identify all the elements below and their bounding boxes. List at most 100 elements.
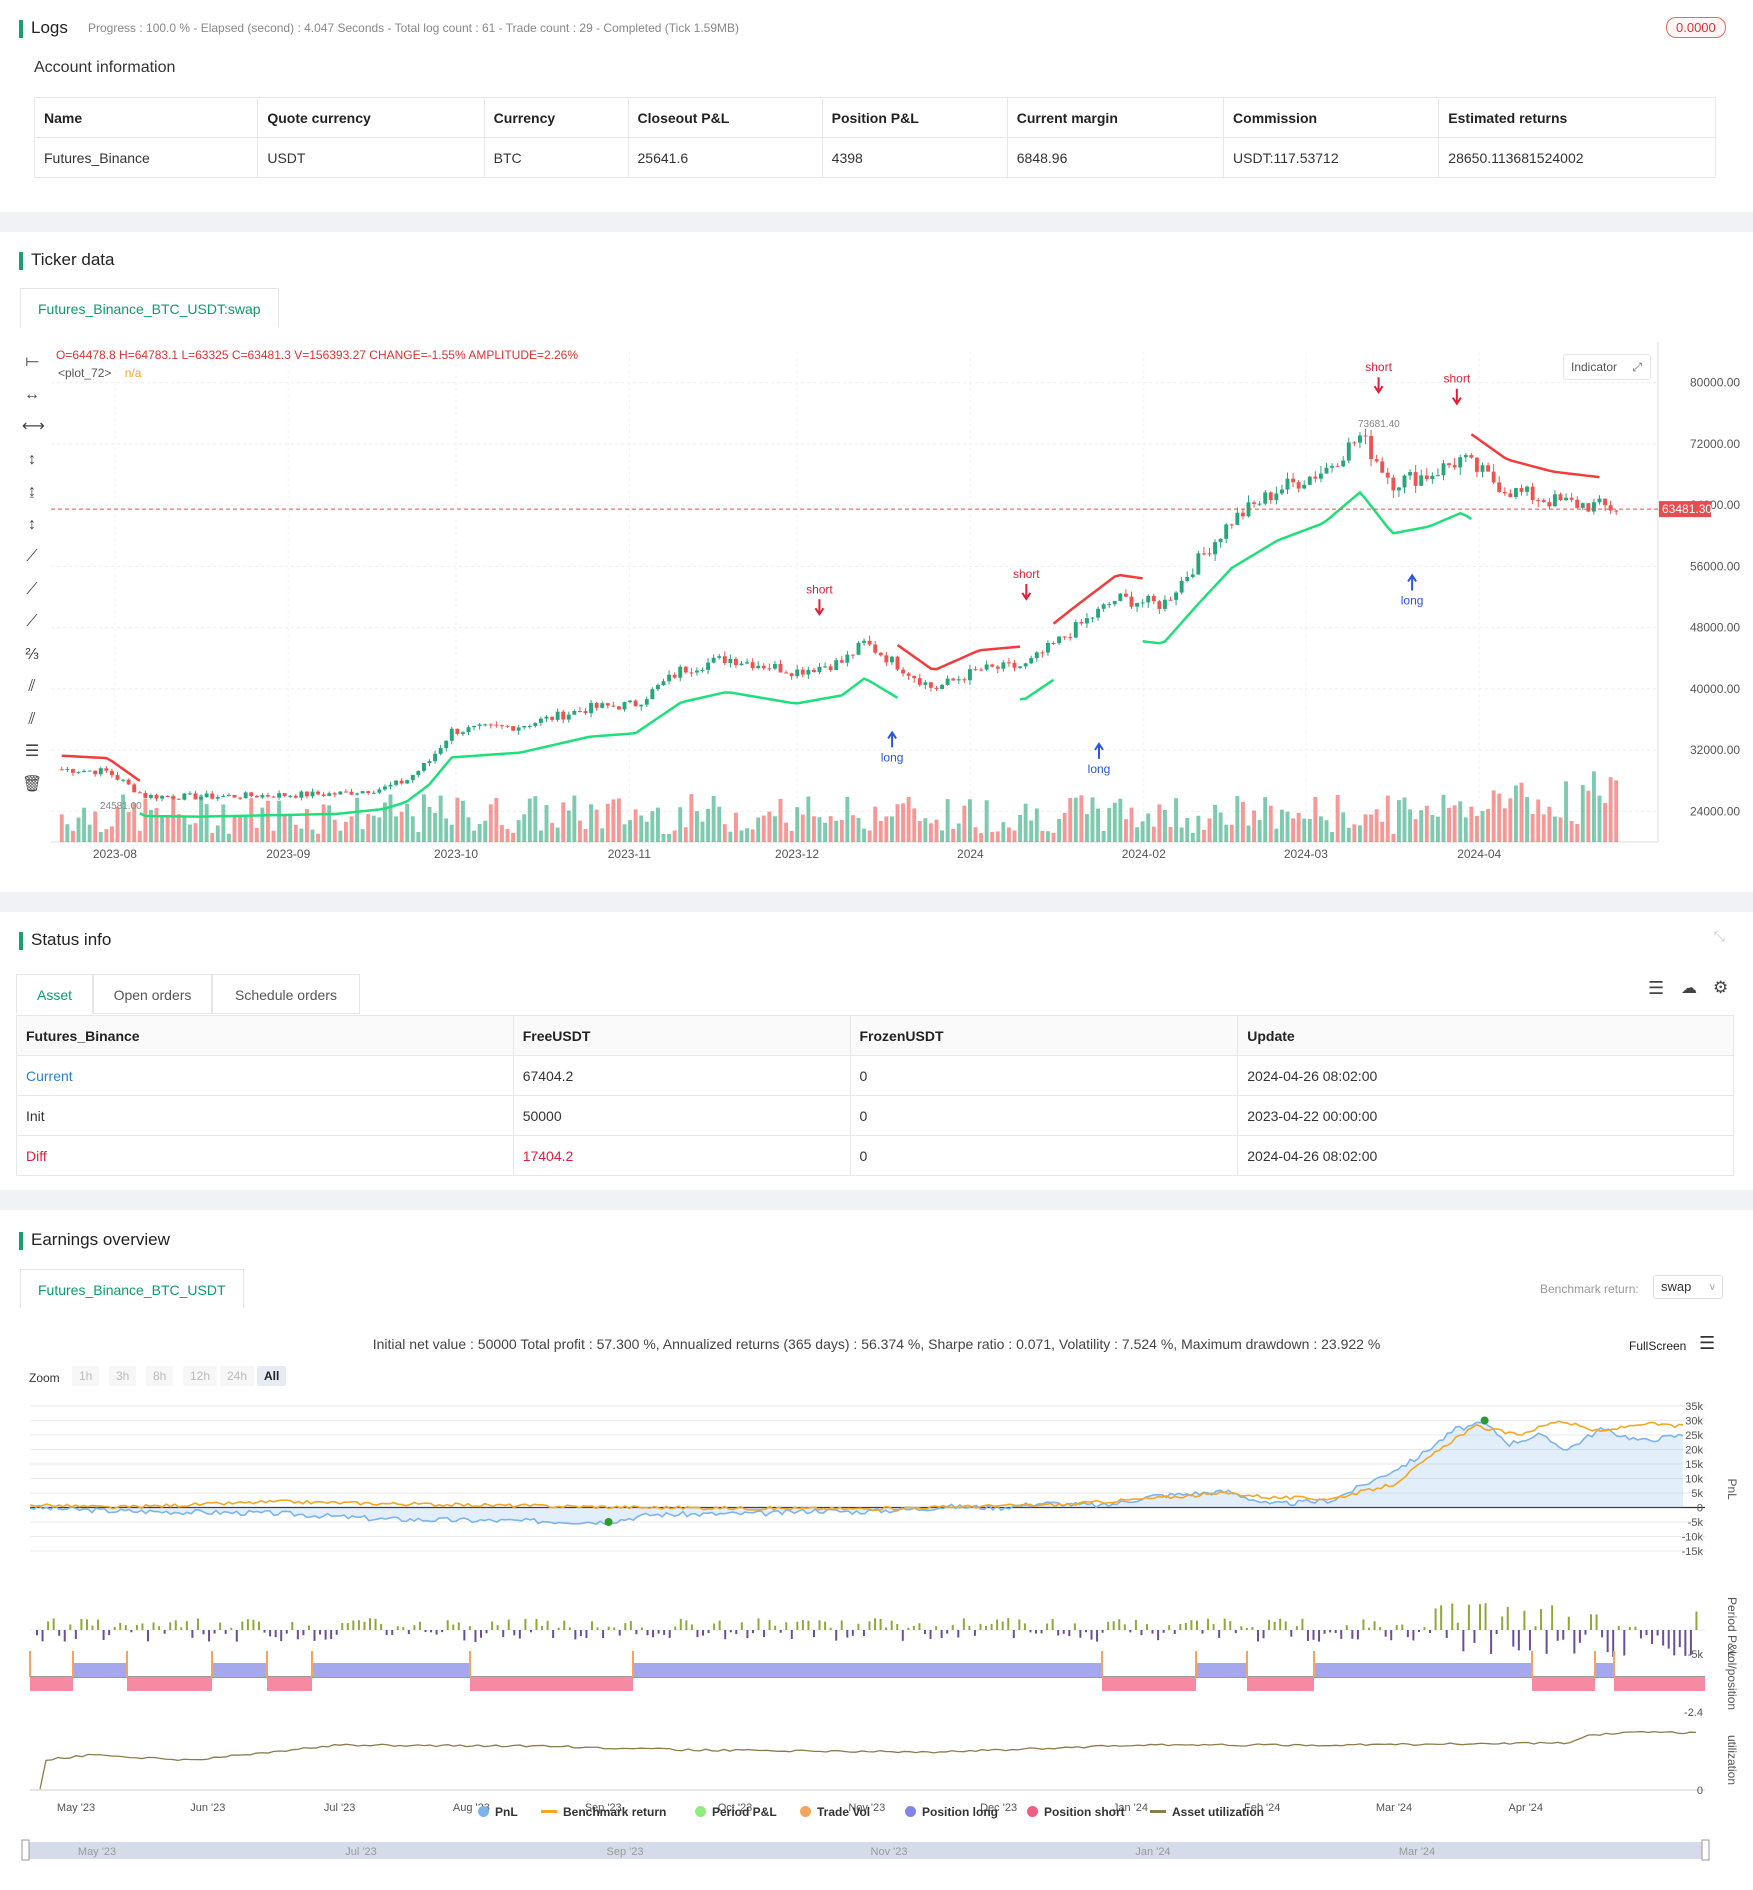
candle-body <box>87 770 92 772</box>
horizontal-segment-icon[interactable]: ⟷ <box>22 418 45 435</box>
period-pnl-bar <box>418 1621 421 1630</box>
fullscreen-button[interactable]: FullScreen <box>1629 1339 1687 1353</box>
collapse-icon[interactable]: ⤡ <box>1713 928 1725 944</box>
volume-bar <box>917 821 922 842</box>
table-cell: Current <box>16 1055 514 1096</box>
legend-item[interactable]: Benchmark return <box>541 1805 666 1819</box>
candle-body <box>1508 493 1513 498</box>
volume-bar <box>1018 814 1023 842</box>
volume-bar <box>137 830 142 842</box>
volume-bar <box>767 811 772 842</box>
volume-bar <box>622 824 627 842</box>
candle-body <box>1391 477 1396 491</box>
period-pnl-bar <box>1601 1630 1604 1638</box>
candle-body <box>1001 662 1006 669</box>
list-icon[interactable]: ☰ <box>1648 978 1665 998</box>
vertical-line-icon[interactable]: ↕ <box>28 450 36 468</box>
extended-line-icon[interactable]: ⟋ <box>26 613 38 630</box>
zoom-button-12h[interactable]: 12h <box>183 1366 218 1386</box>
column-header: Name <box>33 97 259 138</box>
zoom-button-8h[interactable]: 8h <box>146 1366 174 1386</box>
period-pnl-bar <box>1695 1611 1698 1630</box>
volume-bar <box>1558 817 1563 842</box>
legend-label: Trade Vol <box>817 1805 871 1819</box>
volume-bar <box>1469 806 1474 842</box>
volume-bar <box>226 833 231 842</box>
candle-body <box>973 669 978 671</box>
period-pnl-bar <box>973 1630 976 1636</box>
legend-label: Position short <box>1044 1805 1125 1819</box>
earnings-chart[interactable]: 35k 30k 25k 20k 15k 10k 5k 0 -5k -10k -15k PnL -5k Pe… <box>0 1395 1753 1890</box>
cloud-icon[interactable]: ☁ <box>1681 980 1697 997</box>
x-tick-label: 2024-02 <box>1122 847 1166 861</box>
volume-bar <box>566 810 571 842</box>
candle-body <box>126 779 131 785</box>
period-pnl-bar <box>191 1630 194 1638</box>
volume-bar <box>1263 797 1268 842</box>
period-pnl-bar <box>979 1623 982 1630</box>
trend-line-icon[interactable]: ⟋ <box>26 548 38 565</box>
legend-item[interactable]: Asset utilization <box>1150 1805 1264 1819</box>
candle-body <box>1073 622 1078 638</box>
table-row: Diff 17404.2 0 2024-04-26 08:02:00 <box>16 1135 1734 1176</box>
period-pnl-bar <box>196 1618 199 1630</box>
volume-bar <box>594 809 599 842</box>
pitchfork-icon[interactable]: ⫽ <box>28 710 36 728</box>
candle-body <box>1107 604 1112 606</box>
volume-bar <box>516 820 521 842</box>
period-pnl-bar <box>468 1626 471 1630</box>
horizontal-line-icon[interactable]: ↔ <box>24 385 40 403</box>
volume-bar <box>148 809 153 842</box>
gear-icon[interactable]: ⚙ <box>1713 978 1729 997</box>
indicator-button[interactable]: Indicator ⤢ <box>1563 354 1651 380</box>
parallel-channel-icon[interactable]: ⫽ <box>28 678 36 695</box>
volume-bar <box>1480 811 1485 842</box>
expand-icon[interactable]: ⤢ <box>1632 360 1642 374</box>
legend-item[interactable]: Position long <box>905 1805 998 1819</box>
trash-icon[interactable]: 🗑 <box>22 775 43 793</box>
candle-body <box>104 768 109 771</box>
volume-bar <box>1341 812 1346 842</box>
tab-schedule-orders[interactable]: Schedule orders <box>212 974 360 1014</box>
volume-bar <box>171 795 176 842</box>
legend-item[interactable]: Period P&L <box>695 1805 777 1819</box>
tab-open-orders[interactable]: Open orders <box>93 974 212 1014</box>
legend-item[interactable]: Position short <box>1027 1805 1125 1819</box>
table-cell: 6848.96 <box>1006 137 1225 178</box>
vertical-ray-icon[interactable]: ↨ <box>28 483 36 500</box>
candle-body <box>884 655 889 663</box>
earnings-tab[interactable]: Futures_Binance_BTC_USDT <box>20 1269 244 1309</box>
signal-label: short <box>1365 360 1392 374</box>
legend-item[interactable]: Trade Vol <box>800 1805 870 1819</box>
measure-icon[interactable]: ⅔ <box>25 645 39 663</box>
volume-bar <box>1552 816 1557 842</box>
period-pnl-bar <box>174 1620 177 1630</box>
tab-asset[interactable]: Asset <box>16 974 93 1014</box>
candle-body <box>160 795 165 799</box>
column-header: Quote currency <box>257 97 485 138</box>
zoom-button-All[interactable]: All <box>257 1366 287 1386</box>
period-pnl-bar <box>1595 1614 1598 1630</box>
earnings-title: Earnings overview <box>19 1230 170 1250</box>
volume-bar <box>678 807 683 842</box>
candlestick-chart[interactable]: 80000.0072000.0064000.0056000.0048000.00… <box>48 342 1748 882</box>
period-pnl-bar <box>1195 1620 1198 1630</box>
volume-bar <box>1135 827 1140 842</box>
period-pnl-bar <box>41 1630 44 1642</box>
down-arrow-icon <box>814 599 825 617</box>
candle-body <box>839 660 844 663</box>
zoom-button-1h[interactable]: 1h <box>72 1366 100 1386</box>
benchmark-select[interactable]: swap ∨ <box>1653 1275 1723 1299</box>
legend-item[interactable]: PnL <box>478 1805 518 1819</box>
vertical-segment-icon[interactable]: ↕ <box>28 515 36 533</box>
zoom-button-3h[interactable]: 3h <box>109 1366 137 1386</box>
ray-line-icon[interactable]: ⟋ <box>26 580 38 598</box>
fibonacci-icon[interactable]: ☰ <box>24 743 40 760</box>
axis-label-pos: vol/position <box>1725 1650 1739 1710</box>
zoom-button-24h[interactable]: 24h <box>220 1366 255 1386</box>
horizontal-ray-icon[interactable]: ⟝ <box>25 353 39 370</box>
candle-body <box>940 684 945 689</box>
ticker-tab[interactable]: Futures_Binance_BTC_USDT:swap <box>20 288 279 328</box>
volume-bar <box>249 798 254 842</box>
menu-icon[interactable]: ☰ <box>1699 1333 1716 1353</box>
